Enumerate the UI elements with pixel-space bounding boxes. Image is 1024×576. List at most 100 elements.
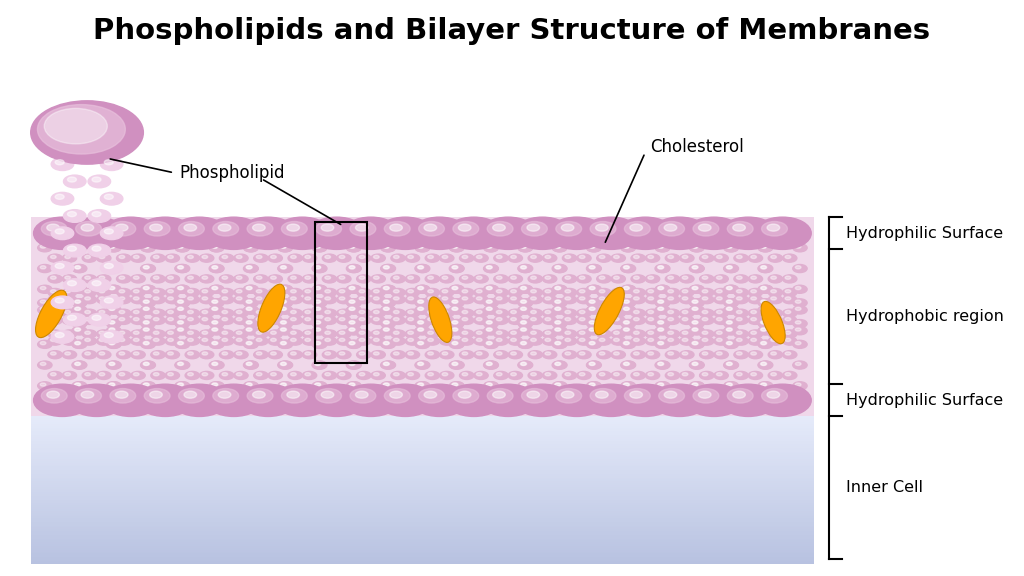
Circle shape bbox=[62, 275, 77, 283]
Circle shape bbox=[418, 342, 424, 344]
Circle shape bbox=[631, 351, 645, 359]
Circle shape bbox=[315, 362, 321, 366]
Circle shape bbox=[200, 330, 214, 338]
Bar bbox=[31, 446, 814, 448]
Circle shape bbox=[521, 300, 526, 303]
Circle shape bbox=[768, 254, 782, 262]
Circle shape bbox=[247, 321, 252, 324]
Circle shape bbox=[450, 320, 464, 328]
Circle shape bbox=[75, 362, 80, 366]
Circle shape bbox=[483, 264, 498, 272]
Circle shape bbox=[761, 383, 767, 386]
Circle shape bbox=[337, 309, 351, 317]
Circle shape bbox=[339, 338, 345, 342]
Circle shape bbox=[270, 317, 276, 321]
Bar bbox=[31, 463, 814, 465]
Bar bbox=[31, 503, 814, 505]
Circle shape bbox=[590, 307, 595, 310]
Circle shape bbox=[483, 361, 498, 369]
Circle shape bbox=[31, 101, 143, 164]
Circle shape bbox=[530, 338, 537, 342]
Circle shape bbox=[562, 337, 577, 345]
Circle shape bbox=[256, 352, 262, 355]
Circle shape bbox=[727, 389, 753, 403]
Circle shape bbox=[212, 307, 217, 310]
Circle shape bbox=[177, 307, 183, 310]
Circle shape bbox=[486, 342, 492, 344]
Circle shape bbox=[631, 337, 645, 345]
Circle shape bbox=[565, 310, 570, 313]
Circle shape bbox=[315, 266, 321, 269]
Circle shape bbox=[749, 289, 763, 297]
Circle shape bbox=[212, 362, 217, 366]
Circle shape bbox=[611, 316, 626, 324]
Circle shape bbox=[782, 289, 797, 297]
Circle shape bbox=[209, 299, 223, 307]
Circle shape bbox=[212, 383, 217, 386]
Circle shape bbox=[655, 327, 670, 335]
Circle shape bbox=[200, 351, 214, 359]
Circle shape bbox=[281, 362, 286, 366]
Circle shape bbox=[668, 297, 674, 300]
Circle shape bbox=[692, 307, 697, 310]
Circle shape bbox=[278, 264, 292, 272]
Circle shape bbox=[314, 328, 321, 331]
Circle shape bbox=[682, 338, 688, 342]
Circle shape bbox=[141, 382, 156, 390]
Circle shape bbox=[143, 328, 148, 331]
Bar bbox=[31, 424, 814, 426]
Circle shape bbox=[459, 391, 471, 398]
Circle shape bbox=[140, 306, 155, 314]
Circle shape bbox=[187, 352, 194, 355]
Circle shape bbox=[624, 321, 630, 324]
Circle shape bbox=[450, 382, 464, 390]
Circle shape bbox=[553, 361, 567, 369]
Circle shape bbox=[751, 331, 757, 334]
Circle shape bbox=[339, 331, 345, 334]
Circle shape bbox=[625, 222, 650, 236]
Text: Hydrophilic Surface: Hydrophilic Surface bbox=[846, 226, 1002, 241]
Circle shape bbox=[210, 264, 224, 272]
Circle shape bbox=[415, 285, 429, 293]
Circle shape bbox=[450, 361, 464, 369]
Circle shape bbox=[782, 372, 797, 380]
Circle shape bbox=[154, 276, 159, 279]
Circle shape bbox=[634, 331, 639, 334]
Circle shape bbox=[621, 340, 635, 348]
Circle shape bbox=[717, 352, 722, 355]
Circle shape bbox=[41, 389, 68, 403]
Circle shape bbox=[553, 382, 567, 390]
Circle shape bbox=[428, 276, 433, 279]
Bar bbox=[31, 555, 814, 557]
Circle shape bbox=[685, 217, 742, 249]
Circle shape bbox=[511, 290, 516, 293]
Circle shape bbox=[476, 290, 482, 293]
Circle shape bbox=[143, 321, 150, 324]
Circle shape bbox=[44, 108, 108, 144]
Circle shape bbox=[246, 362, 252, 366]
Circle shape bbox=[520, 383, 526, 386]
Circle shape bbox=[418, 245, 423, 248]
Circle shape bbox=[141, 264, 156, 272]
Circle shape bbox=[624, 307, 630, 310]
Circle shape bbox=[247, 362, 252, 366]
Circle shape bbox=[668, 310, 674, 313]
Circle shape bbox=[553, 340, 567, 348]
Circle shape bbox=[645, 337, 659, 345]
Circle shape bbox=[315, 328, 321, 331]
Circle shape bbox=[548, 384, 605, 416]
Circle shape bbox=[237, 290, 242, 293]
Circle shape bbox=[734, 372, 749, 380]
Circle shape bbox=[140, 285, 155, 293]
Circle shape bbox=[717, 255, 722, 259]
Circle shape bbox=[583, 384, 640, 416]
Circle shape bbox=[244, 320, 258, 328]
Bar bbox=[31, 465, 814, 467]
Circle shape bbox=[82, 295, 96, 304]
Circle shape bbox=[736, 310, 742, 313]
Circle shape bbox=[460, 351, 474, 359]
Circle shape bbox=[771, 255, 776, 259]
Circle shape bbox=[346, 285, 360, 293]
Bar bbox=[31, 561, 814, 563]
Circle shape bbox=[727, 383, 732, 386]
